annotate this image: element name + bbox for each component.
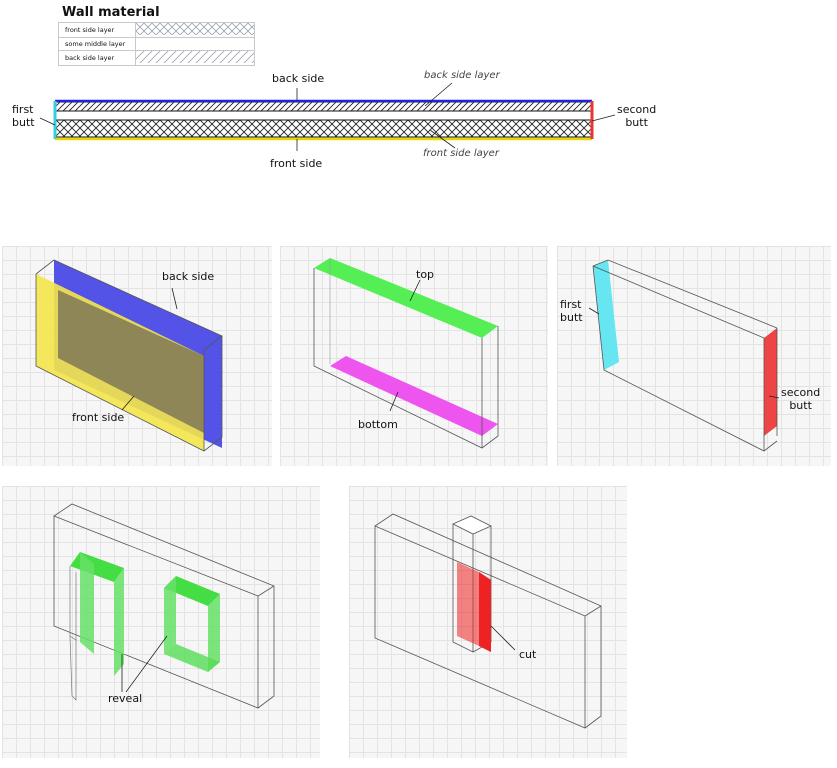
door-reveal-right	[114, 568, 124, 676]
section-back-side-label: back side	[272, 72, 325, 85]
window-reveal-top	[164, 576, 220, 606]
overlap-face	[58, 290, 204, 433]
panel-back-side-label: back side	[162, 270, 215, 283]
second-butt-leader	[591, 114, 616, 122]
panel-butts-drawing	[588, 259, 780, 452]
back-layer-leader	[424, 82, 453, 107]
panel-top-label: top	[416, 268, 435, 281]
panel-top-bottom: top bottom	[280, 246, 548, 466]
legend-row-front: front side layer	[58, 22, 255, 38]
window-reveal-bottom	[164, 644, 220, 672]
panel-cut-label: cut	[519, 648, 537, 661]
top-face	[314, 258, 498, 338]
panel-second-butt-line1: second	[781, 386, 821, 399]
door-reveal-top	[70, 552, 124, 582]
section-front-side-label: front side	[270, 157, 323, 170]
panel-first-butt-line2: butt	[560, 311, 583, 324]
panel-reveal-drawing	[53, 503, 275, 709]
panel-cut-drawing	[374, 513, 602, 729]
legend-row-back: back side layer	[58, 50, 255, 66]
panel-topbottom-drawing	[313, 258, 499, 449]
first-butt-leader	[39, 117, 56, 126]
bottom-face	[330, 356, 498, 436]
second-butt-line1: second	[617, 103, 657, 116]
wall-cross-section	[39, 82, 616, 151]
cutter-top	[452, 515, 492, 535]
panel-front-side-label: front side	[72, 411, 125, 424]
panel-butts: first butt second butt	[557, 246, 831, 466]
door-reveal-left	[80, 552, 94, 654]
back-side-layer-band	[54, 101, 593, 112]
panel-reveal-label: reveal	[108, 692, 143, 705]
crosshatch-swatch	[135, 22, 255, 38]
first-butt-line1: first	[12, 103, 34, 116]
panel-second-butt-label: second butt	[781, 386, 820, 412]
section-back-layer-label: back side layer	[424, 70, 500, 81]
front-side-layer-band	[54, 119, 593, 138]
panel-first-butt-line1: first	[560, 298, 582, 311]
section-front-layer-label: front side layer	[423, 148, 499, 159]
panel-front-back-side: back side front side	[2, 246, 272, 466]
panel-sides-drawing	[35, 259, 223, 452]
second-butt-face	[764, 328, 777, 436]
material-legend: front side layer some middle layer back …	[58, 22, 255, 66]
window-reveal-right	[208, 594, 220, 672]
first-butt-face	[593, 260, 619, 370]
legend-title: Wall material	[62, 5, 160, 20]
panel-second-butt-line2: butt	[789, 399, 812, 412]
panel-first-butt-label: first butt	[560, 298, 583, 324]
panel-reveal: reveal	[2, 486, 320, 758]
section-first-butt-label: first butt	[12, 103, 35, 129]
cut-face-edge	[479, 572, 491, 652]
diagonal-hatch-swatch	[135, 50, 255, 66]
cut-wall-outline	[374, 525, 586, 729]
panel-cut: cut	[349, 486, 627, 758]
section-second-butt-label: second butt	[617, 103, 656, 129]
first-butt-line2: butt	[12, 116, 35, 129]
front-layer-leader	[429, 129, 456, 149]
wall-outline	[53, 515, 259, 709]
panel-bottom-label: bottom	[358, 418, 398, 431]
window-reveal-left	[164, 576, 176, 654]
second-butt-line2: butt	[625, 116, 648, 129]
